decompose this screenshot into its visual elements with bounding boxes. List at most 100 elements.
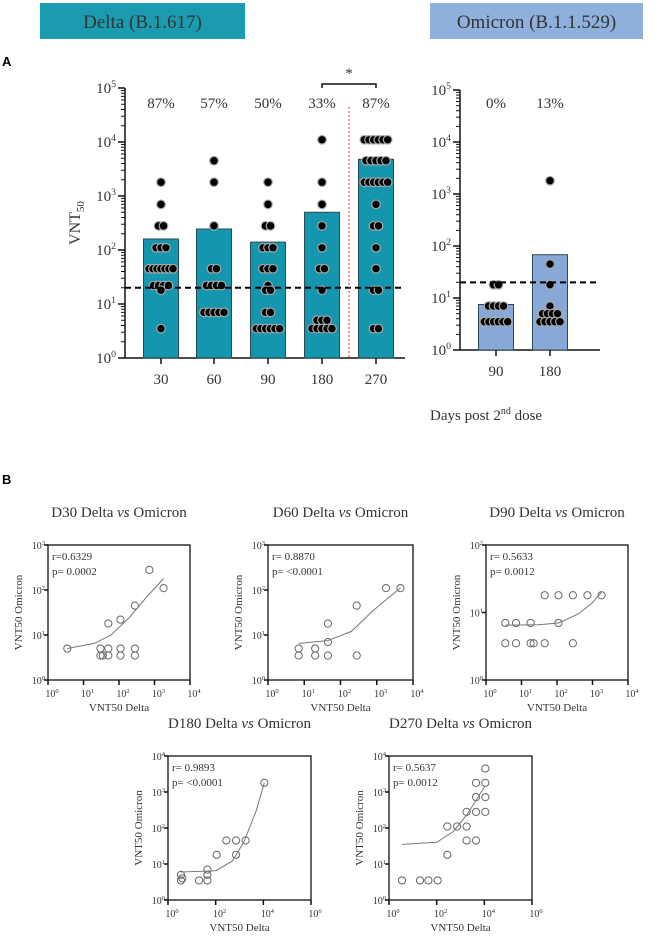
x-tick-label: 104 [410,688,424,700]
y-axis-label: VNT50 Omicron [13,574,25,650]
data-point [545,175,555,186]
data-point [322,315,332,326]
y-tick-label: 101 [152,859,165,871]
data-point [323,637,333,647]
percent-annotation: 87% [362,96,390,112]
data-point [317,220,327,231]
data-point [443,822,452,831]
x-tick-label: 180 [539,364,562,380]
y-tick-label: 102 [470,540,483,552]
data-point [381,584,391,593]
data-point [231,836,241,845]
data-point [176,870,186,879]
data-point [583,591,592,600]
data-point [203,876,212,885]
x-tick-label: 90 [489,364,504,380]
percent-annotation: 87% [147,96,175,112]
days-label-text: Days post 2 [430,408,501,424]
data-point [433,876,442,885]
percent-annotation: 57% [200,96,228,112]
y-tick-label: 102 [96,241,116,259]
y-tick-label: 102 [152,823,165,835]
chart-title-omicron: Omicron (B.1.1.529) [457,12,616,33]
data-point [555,316,565,327]
data-point [424,876,433,885]
days-label-suffix: dose [511,408,543,424]
data-point [323,651,333,660]
significance-bracket [321,83,377,88]
data-point [597,591,606,600]
x-tick-label: 100 [483,688,496,700]
data-point [168,263,178,274]
y-tick-label: 100 [431,341,451,359]
data-point [178,874,187,883]
y-tick-label: 105 [96,79,116,97]
data-point [545,259,555,269]
r-value: r= 0.8870 [272,551,315,563]
data-point [317,134,327,145]
y-axis-label: VNT50 Omicron [354,790,366,866]
x-tick-label: 102 [213,908,226,920]
y-tick-label: 103 [96,187,116,205]
data-point [263,177,273,188]
x-tick-label: 101 [81,688,94,700]
data-point [373,323,384,334]
chart-title-delta: Delta (B.1.617) [83,12,202,33]
y-tick-label: 104 [152,751,166,763]
data-point [294,644,303,653]
data-point [352,651,361,660]
data-point [156,177,166,188]
data-point [260,778,269,787]
data-point [96,644,105,653]
y-tick-label: 104 [431,133,451,151]
days-label-superscript: nd [501,406,511,417]
scatter-title: D180 Delta vs Omicron [168,716,311,732]
data-point [209,177,219,188]
data-point [471,807,481,817]
y-tick-label: 103 [431,185,451,203]
p-value: p= 0.0002 [52,566,97,578]
x-tick-label: 102 [338,688,351,700]
p-value: p= 0.0012 [393,777,438,789]
y-tick-label: 101 [373,859,386,871]
y-tick-label: 101 [470,608,483,620]
bar-90 [250,241,286,359]
data-point [396,584,405,593]
scatter-title: D270 Delta vs Omicron [389,716,532,732]
data-point [540,591,549,600]
data-point [373,220,384,231]
data-point [222,836,231,845]
y-tick-label: 103 [252,540,265,552]
data-point [498,301,509,311]
data-point [511,618,521,628]
x-axis-label: VNT50 Delta [430,922,490,934]
data-point [161,242,171,253]
fit-curve [401,785,486,845]
data-point [317,199,327,210]
data-point [382,177,393,188]
data-point [231,850,241,859]
data-point [526,639,535,648]
x-tick-label: 100 [165,908,178,920]
data-point [194,876,204,885]
data-point [568,639,577,648]
fit-curve [67,578,164,649]
data-point [327,323,337,334]
data-point [311,651,320,660]
p-value: p= <0.0001 [172,777,223,789]
y-tick-label: 100 [470,675,483,687]
scatter-d270: D270 Delta vs Omicron 100 102 104 106 100 101 1… [354,716,543,934]
data-point [529,639,538,648]
y-tick-label: 105 [431,81,451,99]
data-point [443,850,452,859]
data-point [116,615,125,624]
data-point [319,263,330,274]
p-value: p= 0.0012 [490,566,535,578]
data-point [130,644,139,653]
data-point [371,263,381,274]
x-axis-label: VNT50 Delta [527,702,587,714]
x-tick-label: 104 [625,688,639,700]
data-point [311,644,320,653]
fit-curve [180,782,265,873]
data-point [371,199,381,210]
